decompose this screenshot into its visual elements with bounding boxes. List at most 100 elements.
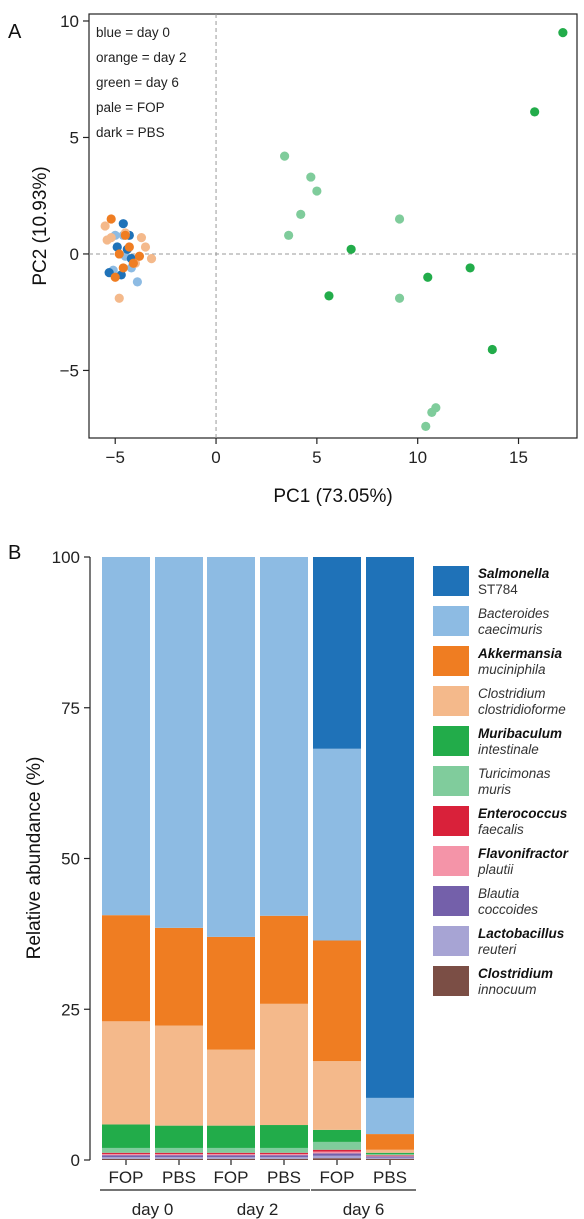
legend-genus: Akkermansia xyxy=(477,646,563,661)
legend-species: innocuum xyxy=(478,982,537,997)
scatter-point-day6-fop xyxy=(394,214,405,224)
legend-swatch xyxy=(433,966,469,996)
bar-y-tick-label: 50 xyxy=(61,850,80,869)
scatter-point-day2-pbs xyxy=(106,214,116,224)
legend-swatch xyxy=(433,606,469,636)
legend-species: plautii xyxy=(477,862,514,877)
legend-swatch xyxy=(433,926,469,956)
scatter-point-day2-pbs xyxy=(110,272,120,282)
scatter-point-day0-pbs xyxy=(118,219,128,229)
legend-genus: Enterococcus xyxy=(478,806,568,821)
bar-segment-bacteroides-caecimuris xyxy=(102,557,150,916)
bar-x-categories: FOP PBS FOP PBS FOP PBS xyxy=(109,1160,407,1187)
bar-segment-enterococcus-faecalis xyxy=(102,1152,150,1154)
legend-species: reuteri xyxy=(478,942,517,957)
bar-segment-flavonifractor-plautii xyxy=(207,1153,255,1156)
color-key-line: orange = day 2 xyxy=(96,50,186,65)
legend-swatch xyxy=(433,566,469,596)
x-tick-label: 15 xyxy=(509,448,528,467)
day-group-label: day 6 xyxy=(343,1200,385,1219)
x-axis-ticks: −5 0 5 10 15 xyxy=(106,438,528,467)
bar-segment-clostridium-innocuum xyxy=(366,1158,414,1160)
legend-species: muris xyxy=(478,782,511,797)
bar-segment-enterococcus-faecalis xyxy=(260,1152,308,1154)
bar-segment-clostridium-clostridioforme xyxy=(207,1049,255,1126)
bar-y-axis-title: Relative abundance (%) xyxy=(24,757,45,960)
bar-segment-flavonifractor-plautii xyxy=(260,1153,308,1156)
scatter-point-day6-pbs xyxy=(465,263,475,273)
bar-segment-flavonifractor-plautii xyxy=(313,1151,361,1154)
scatter-point-day2-fop xyxy=(114,293,124,303)
scatter-point-day6-fop xyxy=(312,186,322,196)
bar-segment-flavonifractor-plautii xyxy=(102,1153,150,1156)
bar-segment-turicimonas-muris xyxy=(366,1153,414,1156)
scatter-point-day0-pbs xyxy=(112,242,122,252)
bar-segment-lactobacillus-reuteri xyxy=(207,1156,255,1159)
bar-segment-bacteroides-caecimuris xyxy=(313,748,361,941)
bar-segment-blautia-coccoides xyxy=(102,1155,150,1157)
legend-species: muciniphila xyxy=(478,662,546,677)
scatter-point-day6-pbs xyxy=(346,244,356,254)
bar-segment-blautia-coccoides xyxy=(207,1155,255,1157)
bar-segment-turicimonas-muris xyxy=(155,1147,203,1153)
bar-segment-turicimonas-muris xyxy=(313,1141,361,1150)
scatter-point-day2-pbs xyxy=(134,251,145,261)
legend-species: ST784 xyxy=(478,582,518,597)
scatter-point-day6-fop xyxy=(421,421,431,431)
stacked-bar-chart: 0 25 50 75 100 FOP PBS FOP PBS FOP PBS day 0 day 2… xyxy=(24,548,569,1219)
bar-segment-muribaculum-intestinale xyxy=(207,1125,255,1148)
legend-swatch xyxy=(433,686,469,716)
legend-species: coccoides xyxy=(478,902,538,917)
y-tick-label: −5 xyxy=(60,361,79,380)
bar-segment-clostridium-innocuum xyxy=(260,1158,308,1160)
bar-segment-turicimonas-muris xyxy=(207,1147,255,1153)
bar-segment-akkermansia-muciniphila xyxy=(260,915,308,1004)
color-key-line: pale = FOP xyxy=(96,100,165,115)
scatter-point-day2-pbs xyxy=(118,263,128,273)
legend-genus: Blautia xyxy=(478,886,520,901)
color-key: blue = day 0 orange = day 2 green = day 6 p… xyxy=(96,25,186,140)
x-tick-label: 10 xyxy=(408,448,427,467)
bar-segment-bacteroides-caecimuris xyxy=(207,557,255,937)
bar-segment-clostridium-innocuum xyxy=(313,1158,361,1160)
bar-y-tick-label: 100 xyxy=(52,548,80,567)
scatter-point-day2-pbs xyxy=(124,242,134,252)
bar-segment-muribaculum-intestinale xyxy=(155,1125,203,1148)
legend-species: faecalis xyxy=(478,822,524,837)
bar-segment-clostridium-clostridioforme xyxy=(366,1149,414,1153)
bar-y-tick-label: 75 xyxy=(61,699,80,718)
bar-segment-lactobacillus-reuteri xyxy=(260,1156,308,1159)
bar-segment-blautia-coccoides xyxy=(260,1155,308,1157)
pca-scatter-plot: blue = day 0 orange = day 2 green = day 6 p… xyxy=(30,12,578,507)
bar-segment-akkermansia-muciniphila xyxy=(313,940,361,1062)
scatter-point-day2-pbs xyxy=(120,230,130,240)
bar-segment-flavonifractor-plautii xyxy=(155,1153,203,1156)
scatter-point-day6-fop xyxy=(394,293,405,303)
x-tick-label: 0 xyxy=(211,448,220,467)
scatter-point-day2-pbs xyxy=(128,258,138,268)
legend-genus: Clostridium xyxy=(478,966,553,981)
scatter-point-day6-pbs xyxy=(423,272,433,282)
bar-segment-turicimonas-muris xyxy=(102,1147,150,1153)
bar-segment-clostridium-innocuum xyxy=(207,1158,255,1160)
bar-segment-blautia-coccoides xyxy=(155,1155,203,1157)
scatter-point-day6-fop xyxy=(280,151,290,161)
scatter-point-day6-pbs xyxy=(530,107,540,117)
bar-segment-enterococcus-faecalis xyxy=(313,1149,361,1152)
scatter-point-day6-pbs xyxy=(558,28,568,38)
y-axis-ticks: −5 0 5 10 xyxy=(60,12,89,380)
bar-segment-clostridium-clostridioforme xyxy=(102,1021,150,1125)
day-group-label: day 2 xyxy=(237,1200,279,1219)
bar-segment-turicimonas-muris xyxy=(260,1147,308,1153)
bar-y-tick-label: 25 xyxy=(61,1000,80,1019)
scatter-point-day2-fop xyxy=(136,233,147,243)
legend-swatch xyxy=(433,886,469,916)
legend-genus: Clostridium xyxy=(478,686,546,701)
bar-category-label: FOP xyxy=(109,1168,144,1187)
y-axis-title: PC2 (10.93%) xyxy=(30,166,51,285)
day-group-label: day 0 xyxy=(132,1200,174,1219)
y-tick-label: 10 xyxy=(60,12,79,31)
bar-segment-akkermansia-muciniphila xyxy=(102,915,150,1022)
bar-category-label: FOP xyxy=(214,1168,249,1187)
